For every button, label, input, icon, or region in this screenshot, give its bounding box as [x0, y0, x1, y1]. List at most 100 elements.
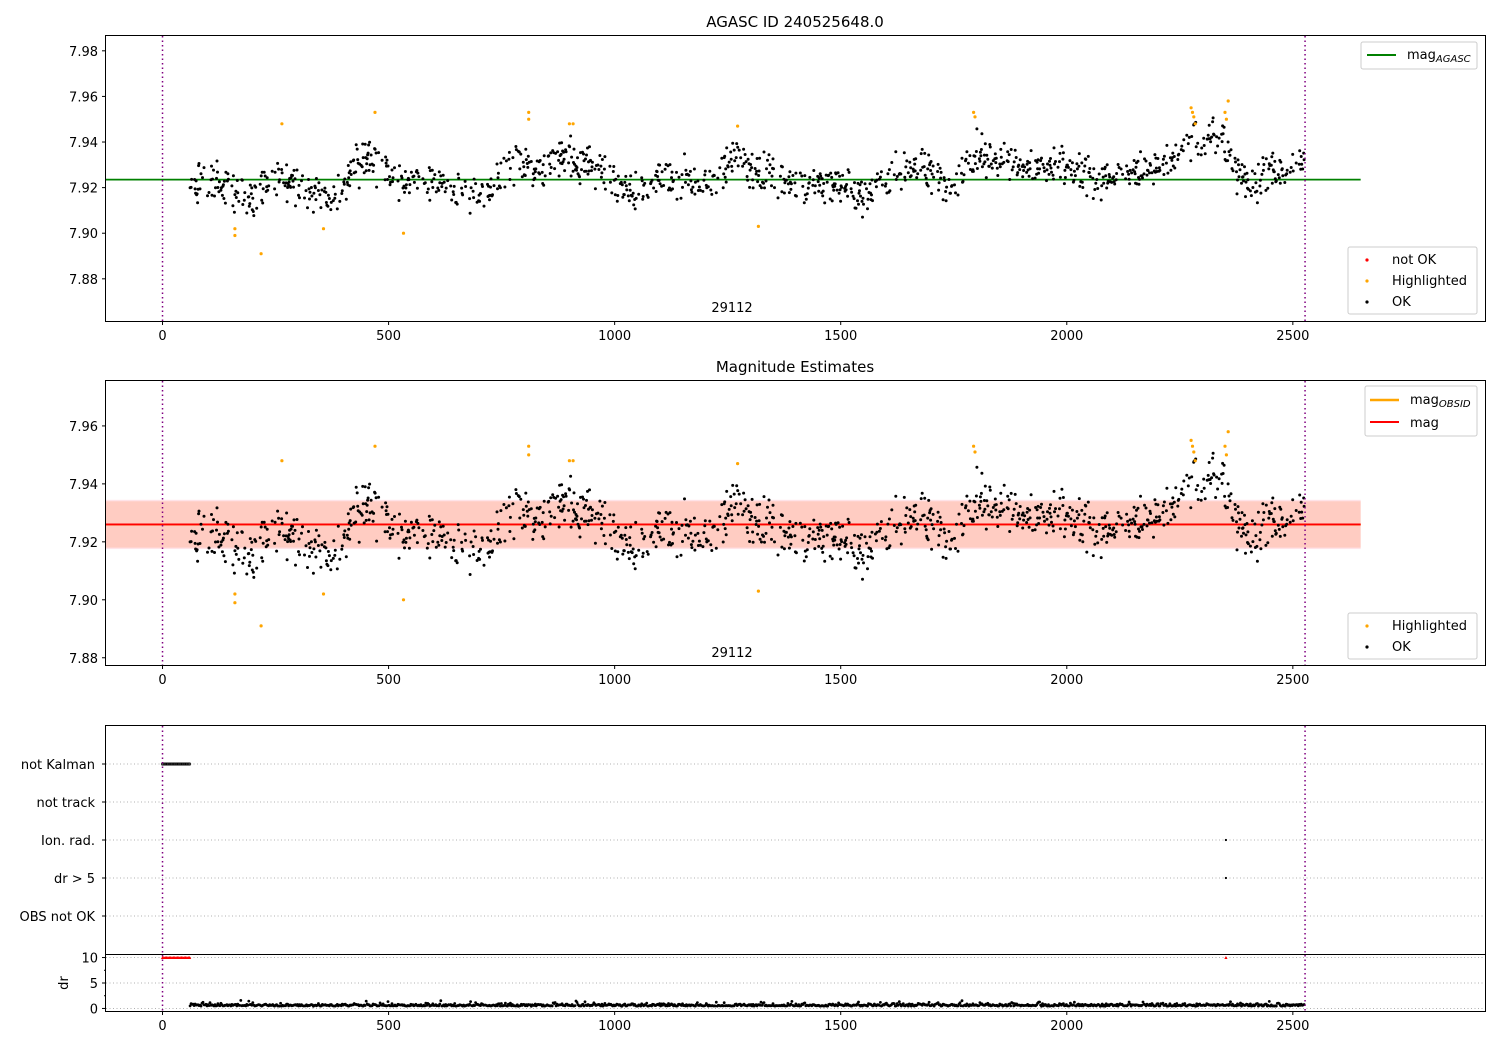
agasc-ok-point-81 — [263, 174, 267, 178]
agasc-ok-point-250 — [421, 177, 425, 181]
agasc-ok-point-719 — [854, 206, 858, 210]
agasc-ok-point-169 — [347, 176, 351, 180]
agasc-ok-point-618 — [766, 158, 769, 162]
dr-point-387 — [573, 1004, 577, 1007]
agasc-ok-point-888 — [1009, 148, 1013, 151]
agasc-ok-point-571 — [726, 165, 730, 169]
agasc-ok-point-1163 — [1258, 178, 1262, 182]
agasc-ok-point-860 — [984, 176, 988, 180]
estimates-ok-point-677 — [821, 544, 825, 548]
agasc-ok-point-1095 — [1199, 153, 1203, 157]
agasc-ok-point-128 — [308, 197, 311, 201]
estimates-ok-point-562 — [721, 540, 725, 544]
estimates-ok-point-1132 — [1235, 520, 1238, 524]
estimates-ok-point-993 — [1101, 526, 1105, 530]
agasc-ok-point-568 — [724, 180, 728, 184]
estimates-ok-point-262 — [433, 523, 437, 527]
agasc-ok-point-650 — [798, 171, 802, 175]
estimates-ok-point-604 — [755, 519, 759, 523]
agasc-ok-point-171 — [348, 184, 352, 188]
estimates-ok-point-276 — [449, 538, 453, 542]
estimates-ok-point-538 — [692, 516, 696, 520]
agasc-ok-point-1023 — [1130, 171, 1134, 175]
agasc-ok-point-932 — [1048, 163, 1052, 167]
agasc-ok-point-1097 — [1202, 136, 1206, 140]
estimates-ok-point-947 — [1061, 496, 1065, 499]
dr-point-528 — [713, 1004, 717, 1008]
dr-point-317 — [504, 1001, 507, 1005]
estimates-ok-point-92 — [277, 516, 281, 520]
estimates-ok-point-51 — [235, 531, 239, 535]
agasc-ok-point-493 — [650, 178, 654, 182]
estimates-ok-point-888 — [1009, 491, 1013, 495]
estimates-ok-point-648 — [794, 521, 798, 525]
agasc-ok-point-1045 — [1146, 169, 1150, 172]
dr-point-510 — [696, 1001, 699, 1004]
agasc-ok-point-401 — [570, 155, 574, 159]
agasc-ok-point-988 — [1096, 187, 1100, 190]
estimates-ok-point-61 — [247, 552, 251, 555]
dr-point-266 — [453, 1002, 457, 1005]
agasc-ok-point-748 — [878, 175, 882, 179]
estimates-ok-point-1061 — [1161, 511, 1165, 514]
estimates-ok-point-646 — [793, 534, 797, 538]
estimates-ok-point-1049 — [1150, 521, 1154, 525]
agasc-ok-point-456 — [615, 199, 619, 203]
agasc-ok-point-973 — [1083, 164, 1087, 168]
agasc-ok-point-673 — [819, 174, 823, 178]
dr-point-722 — [906, 1004, 910, 1008]
agasc-ok-point-166 — [345, 180, 349, 184]
agasc-ok-point-759 — [892, 173, 896, 177]
estimates-ok-point-228 — [400, 525, 403, 529]
estimates-highlighted-point-2 — [259, 624, 263, 628]
estimates-ok-point-1130 — [1233, 503, 1237, 506]
estimates-ok-point-1067 — [1166, 521, 1170, 525]
agasc-ok-point-336 — [517, 150, 521, 154]
estimates-ok-point-42 — [226, 522, 230, 526]
estimates-ok-point-679 — [823, 559, 827, 563]
estimates-ok-point-247 — [415, 541, 419, 545]
estimates-ok-point-113 — [292, 539, 295, 543]
agasc-ok-point-1146 — [1244, 195, 1247, 199]
agasc-ok-point-1085 — [1186, 142, 1190, 146]
estimates-ok-point-999 — [1105, 511, 1109, 515]
agasc-ok-point-473 — [629, 174, 633, 178]
estimates-ok-point-766 — [899, 542, 903, 546]
agasc-ok-point-848 — [975, 167, 979, 170]
agasc-ok-point-734 — [866, 207, 869, 211]
agasc-ok-point-259 — [430, 168, 434, 172]
estimates-ok-point-1129 — [1231, 518, 1235, 522]
dr-point-251 — [438, 1002, 442, 1006]
agasc-ok-point-1099 — [1203, 152, 1207, 156]
estimates-ok-point-575 — [730, 513, 734, 517]
estimates-ok-point-390 — [561, 507, 565, 511]
agasc-ok-point-356 — [533, 176, 537, 180]
estimates-ok-point-635 — [783, 534, 787, 538]
estimates-ok-point-31 — [217, 532, 221, 536]
agasc-ok-point-62 — [247, 204, 251, 208]
agasc-ok-point-1162 — [1258, 184, 1262, 188]
agasc-ok-point-42 — [226, 172, 230, 176]
flag-label-ion-rad: Ion. rad. — [41, 834, 95, 849]
estimates-ok-point-953 — [1065, 511, 1069, 515]
agasc-xtick-label-5: 2500 — [1276, 329, 1309, 344]
estimates-ok-point-266 — [437, 520, 441, 524]
estimates-ok-point-712 — [847, 521, 851, 524]
agasc-ok-point-910 — [1028, 161, 1032, 165]
estimates-ok-point-188 — [361, 502, 365, 506]
agasc-ok-point-936 — [1051, 173, 1055, 177]
agasc-ok-point-631 — [780, 190, 784, 194]
estimates-ok-point-114 — [292, 518, 296, 522]
agasc-highlighted-point-5 — [373, 110, 377, 114]
agasc-ok-point-387 — [560, 141, 564, 145]
estimates-ok-point-787 — [920, 491, 924, 495]
agasc-ok-point-924 — [1041, 162, 1045, 166]
estimates-ok-point-567 — [724, 516, 728, 520]
estimates-ok-point-817 — [944, 556, 948, 560]
dr-point-252 — [439, 999, 443, 1003]
agasc-ok-point-65 — [249, 192, 253, 196]
agasc-ok-point-44 — [230, 184, 234, 188]
estimates-ok-point-158 — [336, 524, 340, 528]
dr-ytick-label-2: 10 — [81, 952, 98, 967]
